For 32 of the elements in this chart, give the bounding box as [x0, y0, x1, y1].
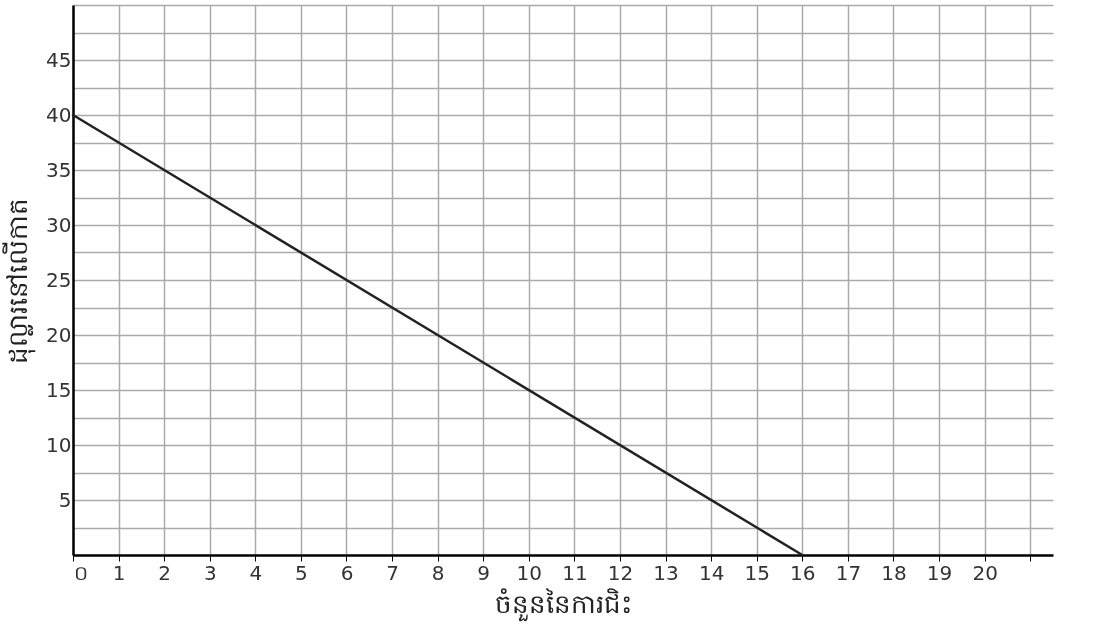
x-tick-label: 1: [112, 560, 126, 585]
x-tick-label: 19: [926, 560, 953, 585]
y-tick-label: 5: [58, 487, 72, 512]
x-tick-label: 16: [790, 560, 816, 585]
x-tick-label: 13: [653, 560, 679, 585]
x-tick-label: 12: [607, 560, 634, 585]
x-tick-label: 7: [386, 560, 399, 585]
y-tick-label: 20: [46, 322, 72, 347]
x-axis-title: ចំនួននៃការជិះ: [495, 587, 632, 622]
x-tick-label: 10: [516, 560, 543, 585]
x-tick-label: 5: [295, 560, 308, 585]
x-tick-label: ០: [73, 560, 88, 585]
y-tick-label: 10: [46, 432, 72, 457]
x-tick-label: 15: [744, 560, 770, 585]
x-tick-label: 11: [562, 560, 588, 585]
x-tick-label: 17: [835, 560, 862, 585]
x-tick-label: 3: [203, 560, 217, 585]
x-tick-label: 14: [698, 560, 725, 585]
x-tick-label: 20: [972, 560, 998, 585]
x-tick-label: 18: [881, 560, 907, 585]
y-tick-label: 15: [46, 377, 72, 402]
x-tick-label: 8: [431, 560, 445, 585]
y-axis-title: ដុល្លារនៅលើកាត: [2, 197, 37, 364]
y-tick-label: 30: [46, 212, 72, 237]
y-tick-label: 40: [46, 102, 72, 127]
y-tick-label: 35: [46, 157, 72, 182]
x-tick-label: 2: [158, 560, 172, 585]
y-tick-label: 45: [46, 47, 72, 72]
x-tick-label: 9: [477, 560, 491, 585]
x-tick-label: 6: [340, 560, 354, 585]
y-tick-label: 25: [46, 267, 72, 292]
x-tick-label: 4: [249, 560, 263, 585]
